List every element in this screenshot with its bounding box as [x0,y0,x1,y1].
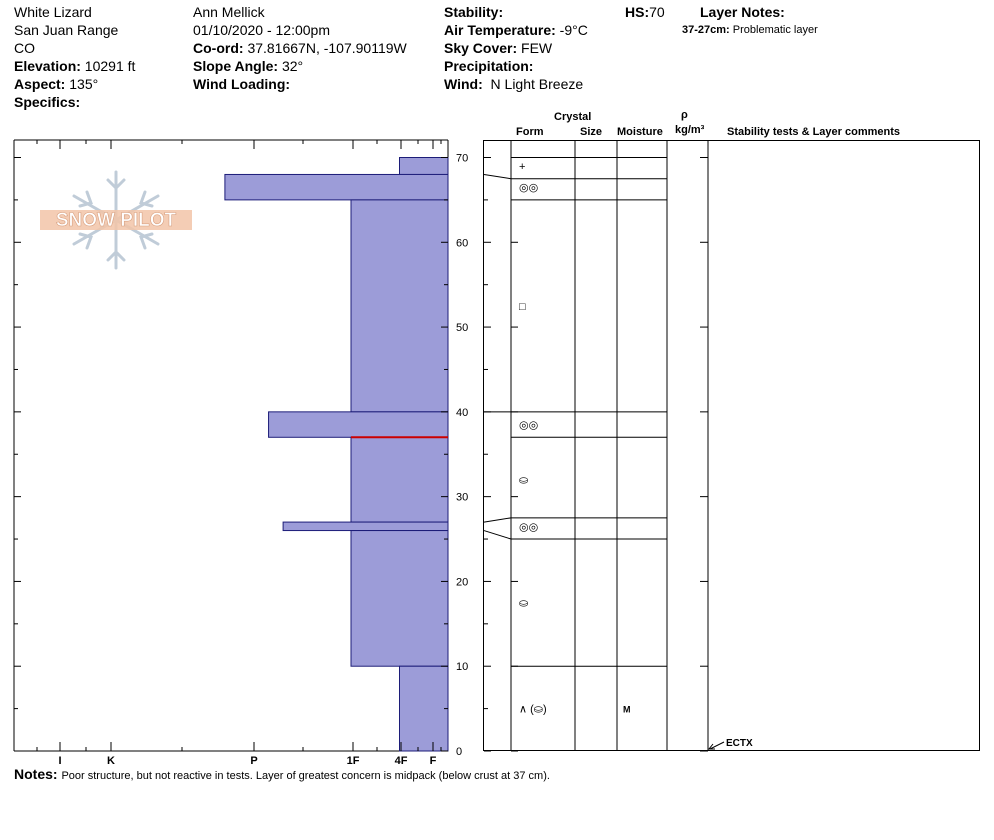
stability-test-label: ECTX [726,738,753,749]
aspect-value: 135° [69,76,99,92]
notes-text: Poor structure, but not reactive in test… [61,770,550,782]
hardness-layer-bar [350,199,449,413]
crystal-header: Crystal [554,111,592,123]
aspect: Aspect: 135° [14,76,98,93]
hardness-layer-bar [350,436,449,523]
observation-datetime: 01/10/2020 - 12:00pm [193,22,330,38]
layer-connector [483,517,512,523]
layer-connector [483,173,512,180]
stability-tests: ECTX [707,738,753,750]
slope-label: Slope Angle: [193,58,279,74]
plot-frames [13,139,980,752]
wind-value: N Light Breeze [490,76,584,92]
crystal-form-symbol: ⛀ [519,475,528,487]
height-axis: 0 10 20 30 40 50 60 70 [14,153,708,758]
height-tick-label: 40 [456,407,468,419]
air-temp-label: Air Temperature: [444,22,556,38]
layer-table-frame [483,140,980,751]
hardness-tick-label: K [107,755,115,767]
layer-notes-label: Layer Notes: [700,4,785,20]
stability-test-arrow-icon [707,743,715,750]
sky-value: FEW [521,40,553,56]
snow-height: HS:70 [625,4,665,21]
layer-note: 37-27cm: Problematic layer [682,24,818,37]
hardness-layer-bar [399,157,449,175]
hardness-tick-label: 4F [395,755,408,767]
hardness-layer-bar [350,530,449,667]
specifics-label: Specifics: [14,94,81,110]
state: CO [14,40,35,56]
elevation-label: Elevation: [14,58,81,74]
crystal-form-symbol: ∧ (⛀) [519,704,547,716]
hs-label: HS: [625,4,650,20]
form-header: Form [516,126,544,138]
hardness-tick-label: P [250,755,257,767]
sky-label: Sky Cover: [444,40,518,56]
hardness-layer-bar [224,173,449,201]
crystal-form-symbol: + [519,161,525,173]
wind: Wind: N Light Breeze [444,76,583,93]
crystal-form-symbol: ◎◎ [519,420,538,432]
height-tick-label: 70 [456,153,468,165]
mountain-range: San Juan Range [14,22,119,38]
layer-note-range: 37-27cm: [682,24,730,36]
sky-cover: Sky Cover: FEW [444,40,552,57]
notes-label: Notes: [14,766,58,782]
crystal-form-symbol: □ [519,301,526,313]
stability-tests-header: Stability tests & Layer comments [727,126,901,138]
height-tick-label: 0 [456,746,462,758]
wind-loading-label: Wind Loading: [193,76,291,92]
layer-connector [483,530,512,540]
crystal-form-symbol: ⛀ [519,598,528,610]
hardness-tick-label: I [58,755,61,767]
hardness-layer-bar [399,665,449,752]
height-tick-label: 50 [456,322,468,334]
size-header: Size [580,126,603,138]
slope-angle: Slope Angle: 32° [193,58,303,75]
precipitation-label: Precipitation: [444,58,534,74]
hs-value: 70 [649,4,665,20]
hardness-layer-bar [268,411,449,438]
elevation: Elevation: 10291 ft [14,58,135,75]
moisture-label: M [623,705,631,715]
coord-value: 37.81667N, -107.90119W [247,40,407,56]
elevation-value: 10291 ft [84,58,136,74]
hardness-tick-label: F [430,755,437,767]
stability-label: Stability: [444,4,504,20]
wind-label: Wind: [444,76,483,92]
notes: Notes: Poor structure, but not reactive … [14,766,550,783]
stability-test-pointer [709,741,725,750]
air-temp-value: -9°C [559,22,588,38]
layer-note-text: Problematic layer [732,24,818,36]
snowpilot-logo: SNOW PILOT [36,168,196,272]
height-tick-label: 10 [456,661,468,673]
layer-table: + ◎◎ □ ◎◎ ⛀ ◎◎ ⛀ ∧ (⛀) M [483,157,667,716]
height-tick-label: 30 [456,492,468,504]
coordinates: Co-ord: 37.81667N, -107.90119W [193,40,407,57]
location-name: White Lizard [14,4,92,20]
density-rho-header: ρ [681,109,688,121]
hardness-tick-label: 1F [347,755,360,767]
air-temperature: Air Temperature: -9°C [444,22,588,39]
height-tick-label: 60 [456,237,468,249]
slope-value: 32° [281,58,304,74]
height-tick-label: 20 [456,576,468,588]
hardness-axis: I K P 1F 4F F [36,140,442,767]
observer-name: Ann Mellick [193,4,265,20]
logo-text: SNOW PILOT [56,210,177,231]
crystal-form-symbol: ◎◎ [519,182,538,194]
hardness-layers [224,157,449,752]
aspect-label: Aspect: [14,76,66,92]
coord-label: Co-ord: [193,40,244,56]
density-unit-header: kg/m³ [675,124,705,136]
snowflake-logo-icon: SNOW PILOT [40,170,192,270]
moisture-header: Moisture [617,126,663,138]
hardness-layer-bar [282,521,449,532]
crystal-form-symbol: ◎◎ [519,521,538,533]
